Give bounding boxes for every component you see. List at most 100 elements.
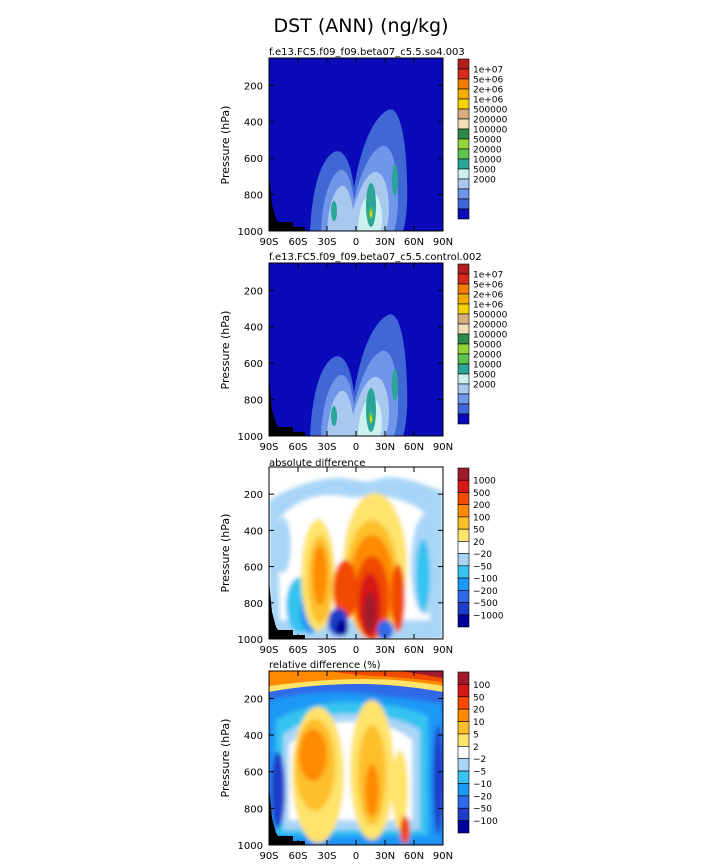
x-tick-label: 90N [433, 851, 453, 862]
x-tick-label: 30N [375, 237, 395, 248]
x-tick-labels: 90S 60S 30S 0 30N 60N 90N [259, 58, 453, 248]
colorbar-swatch [457, 138, 470, 150]
colorbar-swatch [457, 492, 470, 505]
contour-20 [365, 764, 379, 816]
colorbar-label: 5e+06 [473, 76, 504, 86]
contour-100000 [392, 164, 398, 196]
colorbar-swatch [457, 553, 470, 567]
contour-500000 [370, 211, 372, 217]
top-band-50 [330, 671, 443, 682]
colorbar-swatch [457, 353, 470, 365]
colorbar-label: 1e+07 [473, 271, 503, 281]
colorbar-label: 100 [473, 681, 490, 691]
x-tick-label: 30S [317, 442, 336, 453]
y-axis-label: Pressure (hPa) [219, 311, 232, 390]
colorbar-label: 2000 [473, 176, 496, 186]
panel-subtitle: f.e13.FC5.f09_f09.beta07_c5.5.so4.003 [269, 47, 465, 58]
colorbar-swatch [457, 820, 470, 834]
colorbar-swatch [457, 504, 470, 518]
y-tick-label: 1000 [238, 227, 263, 238]
colorbar-label: 2000 [473, 381, 496, 391]
y-tick-label: 200 [244, 81, 263, 92]
y-tick-label: 600 [244, 563, 263, 574]
colorbar-swatch [457, 108, 470, 120]
colorbar-label: 200000 [473, 321, 508, 331]
colorbar: 100 50 20 10 5 2 −2 −5 −10 −20 −50 −100 [457, 671, 498, 834]
x-tick-label: 60N [404, 645, 424, 656]
colorbar-swatch [457, 98, 470, 110]
colorbar-swatch [457, 118, 470, 130]
contour-neg500 [377, 620, 393, 639]
colorbar-label: 100000 [473, 126, 508, 136]
colorbar-swatch [457, 263, 470, 275]
colorbar-swatch [457, 708, 470, 722]
terrain-mask [269, 377, 305, 436]
colorbar-swatch [457, 198, 470, 210]
colorbar-label: 20 [473, 706, 485, 716]
x-tick-label: 30S [317, 645, 336, 656]
plot-area [269, 671, 443, 845]
colorbar-swatch [457, 758, 470, 772]
x-tick-label: 90S [259, 645, 278, 656]
colorbar-swatch [457, 528, 470, 542]
panel-subtitle: absolute difference [269, 458, 365, 469]
colorbar-label: 1e+06 [473, 96, 504, 106]
colorbar-label: 100 [473, 513, 490, 523]
colorbar-label: 2e+06 [473, 291, 504, 301]
x-tick-label: 30N [375, 645, 395, 656]
colorbar-label: 5 [473, 730, 479, 740]
colorbar-swatch [457, 303, 470, 315]
x-tick-label: 90N [433, 442, 453, 453]
colorbar-swatch [457, 403, 470, 415]
x-tick-label: 0 [353, 645, 359, 656]
x-tick-label: 60N [404, 851, 424, 862]
contour-100000 [366, 388, 376, 432]
colorbar-label: −20 [473, 792, 492, 802]
panel-control: f.e13.FC5.f09_f09.beta07_c5.5.control.00… [219, 252, 508, 453]
colorbar-swatch [457, 383, 470, 395]
y-tick-labels: 200 400 600 800 1000 [238, 81, 443, 238]
colorbar-swatch [457, 516, 470, 530]
colorbar-label: 1e+06 [473, 301, 504, 311]
colorbar-label: 50000 [473, 341, 502, 351]
colorbar-label: 2 [473, 743, 479, 753]
y-tick-label: 600 [244, 154, 263, 165]
colorbar-label: −50 [473, 805, 492, 815]
colorbar-swatch [457, 363, 470, 375]
colorbar-label: −500 [473, 599, 498, 609]
x-tick-label: 0 [353, 237, 359, 248]
contour-100000 [366, 183, 376, 227]
x-tick-label: 60S [288, 442, 307, 453]
colorbar-swatch [457, 807, 470, 821]
colorbar-label: 500000 [473, 106, 508, 116]
x-tick-label: 90S [259, 851, 278, 862]
colorbar-swatch [457, 721, 470, 735]
colorbar-label: −20 [473, 550, 492, 560]
colorbar-label: 500000 [473, 311, 508, 321]
colorbar-swatch [457, 333, 470, 345]
y-tick-labels: 200 400 600 800 1000 [238, 286, 443, 443]
x-tick-label: 60S [288, 851, 307, 862]
x-tick-labels: 90S 60S 30S 0 30N 60N 90N [259, 467, 453, 656]
colorbar-label: 10000 [473, 156, 502, 166]
colorbar-swatch [457, 293, 470, 305]
plot-area [269, 263, 443, 436]
top-band-100 [400, 671, 443, 678]
y-tick-label: 600 [244, 359, 263, 370]
colorbar-swatch [457, 323, 470, 335]
colorbar-swatch [457, 78, 470, 90]
y-axis-label: Pressure (hPa) [219, 514, 232, 593]
colorbar-label: 1e+07 [473, 66, 503, 76]
x-tick-label: 30N [375, 851, 395, 862]
y-tick-label: 800 [244, 804, 263, 815]
x-tick-label: 60S [288, 645, 307, 656]
x-tick-label: 30S [317, 237, 336, 248]
contour-500 [391, 564, 405, 632]
colorbar-swatch [457, 795, 470, 809]
panel-so4: f.e13.FC5.f09_f09.beta07_c5.5.so4.003 Pr… [219, 47, 508, 248]
colorbar-swatch [457, 208, 470, 220]
colorbar-label: −50 [473, 562, 492, 572]
colorbar-label: 10 [473, 718, 485, 728]
y-tick-label: 400 [244, 118, 263, 129]
colorbar-label: 50 [473, 693, 485, 703]
